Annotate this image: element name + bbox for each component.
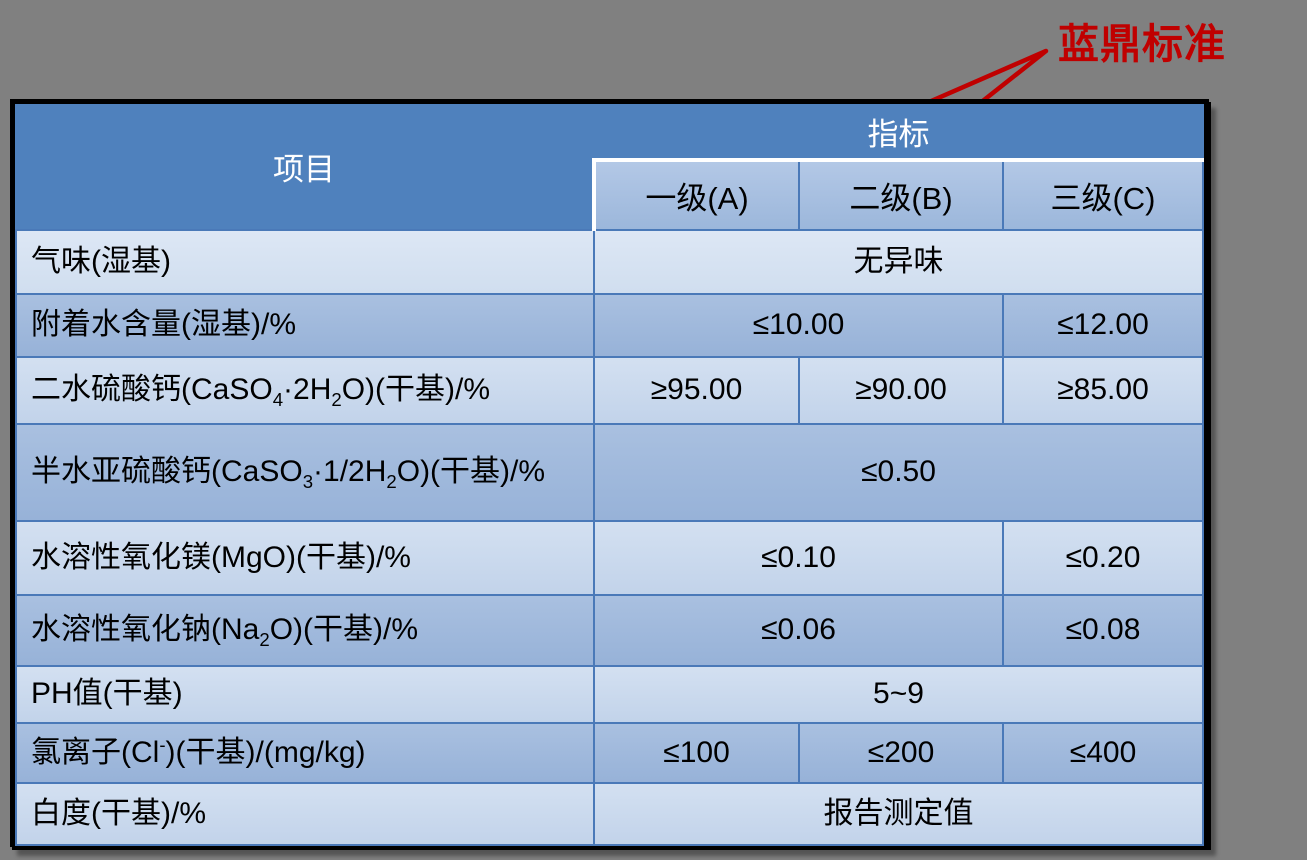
item-cell: 氯离子(Cl-)(干基)/(mg/kg) [15,722,595,784]
table-row: 白度(干基)/% 报告测定值 [15,782,1204,846]
item-cell: 附着水含量(湿基)/% [15,293,595,358]
column-header-indicator: 指标 [594,104,1203,160]
grade-header-0: 一级(A) [592,158,800,231]
item-cell: 白度(干基)/% [15,782,595,846]
value-cell: ≥90.00 [798,356,1004,425]
item-cell: 二水硫酸钙(CaSO4·2H2O)(干基)/% [15,356,595,425]
value-cell: 无异味 [593,229,1204,295]
standards-table-frame: 项目 指标 一级(A) 二级(B) 三级(C) 气味(湿基) 无异味 附着水含量(湿基)… [10,99,1209,847]
item-cell: 水溶性氧化镁(MgO)(干基)/% [15,520,595,596]
value-cell: 5~9 [593,665,1204,724]
value-cell: ≤12.00 [1002,293,1204,358]
value-cell: ≥95.00 [593,356,800,425]
grade-header-1: 二级(B) [798,158,1004,231]
table-row: 半水亚硫酸钙(CaSO3·1/2H2O)(干基)/% ≤0.50 [15,423,1204,522]
value-cell: ≥85.00 [1002,356,1204,425]
item-cell: 气味(湿基) [15,229,595,295]
table-row: 二水硫酸钙(CaSO4·2H2O)(干基)/% ≥95.00 ≥90.00 ≥85.0… [15,356,1204,425]
table-row: 水溶性氧化钠(Na2O)(干基)/% ≤0.06 ≤0.08 [15,594,1204,667]
item-cell: 半水亚硫酸钙(CaSO3·1/2H2O)(干基)/% [15,423,595,522]
value-cell: ≤0.10 [593,520,1004,596]
table-row: 附着水含量(湿基)/% ≤10.00 ≤12.00 [15,293,1204,358]
value-cell: ≤400 [1002,722,1204,784]
value-cell: ≤0.08 [1002,594,1204,667]
table-row: 氯离子(Cl-)(干基)/(mg/kg) ≤100 ≤200 ≤400 [15,722,1204,784]
table-header: 项目 指标 一级(A) 二级(B) 三级(C) [16,104,1204,231]
table-row: 气味(湿基) 无异味 [15,229,1204,295]
table-body: 气味(湿基) 无异味 附着水含量(湿基)/% ≤10.00 ≤12.00 二水硫酸钙(Ca… [15,229,1204,846]
grade-header-row: 一级(A) 二级(B) 三级(C) [16,158,1204,231]
value-cell: ≤200 [798,722,1004,784]
annotation-label: 蓝鼎标准 [1058,21,1226,67]
value-cell: ≤0.50 [593,423,1204,522]
value-cell: ≤0.06 [593,594,1004,667]
value-cell: ≤10.00 [593,293,1004,358]
value-cell: ≤100 [593,722,800,784]
item-cell: PH值(干基) [15,665,595,724]
table-row: 水溶性氧化镁(MgO)(干基)/% ≤0.10 ≤0.20 [15,520,1204,596]
grade-header-2: 三级(C) [1002,158,1204,231]
column-header-item: 项目 [16,104,594,230]
value-cell: ≤0.20 [1002,520,1204,596]
item-cell: 水溶性氧化钠(Na2O)(干基)/% [15,594,595,667]
value-cell: 报告测定值 [593,782,1204,846]
standards-table: 项目 指标 一级(A) 二级(B) 三级(C) 气味(湿基) 无异味 附着水含量(湿基)… [15,104,1204,846]
table-row: PH值(干基) 5~9 [15,665,1204,724]
